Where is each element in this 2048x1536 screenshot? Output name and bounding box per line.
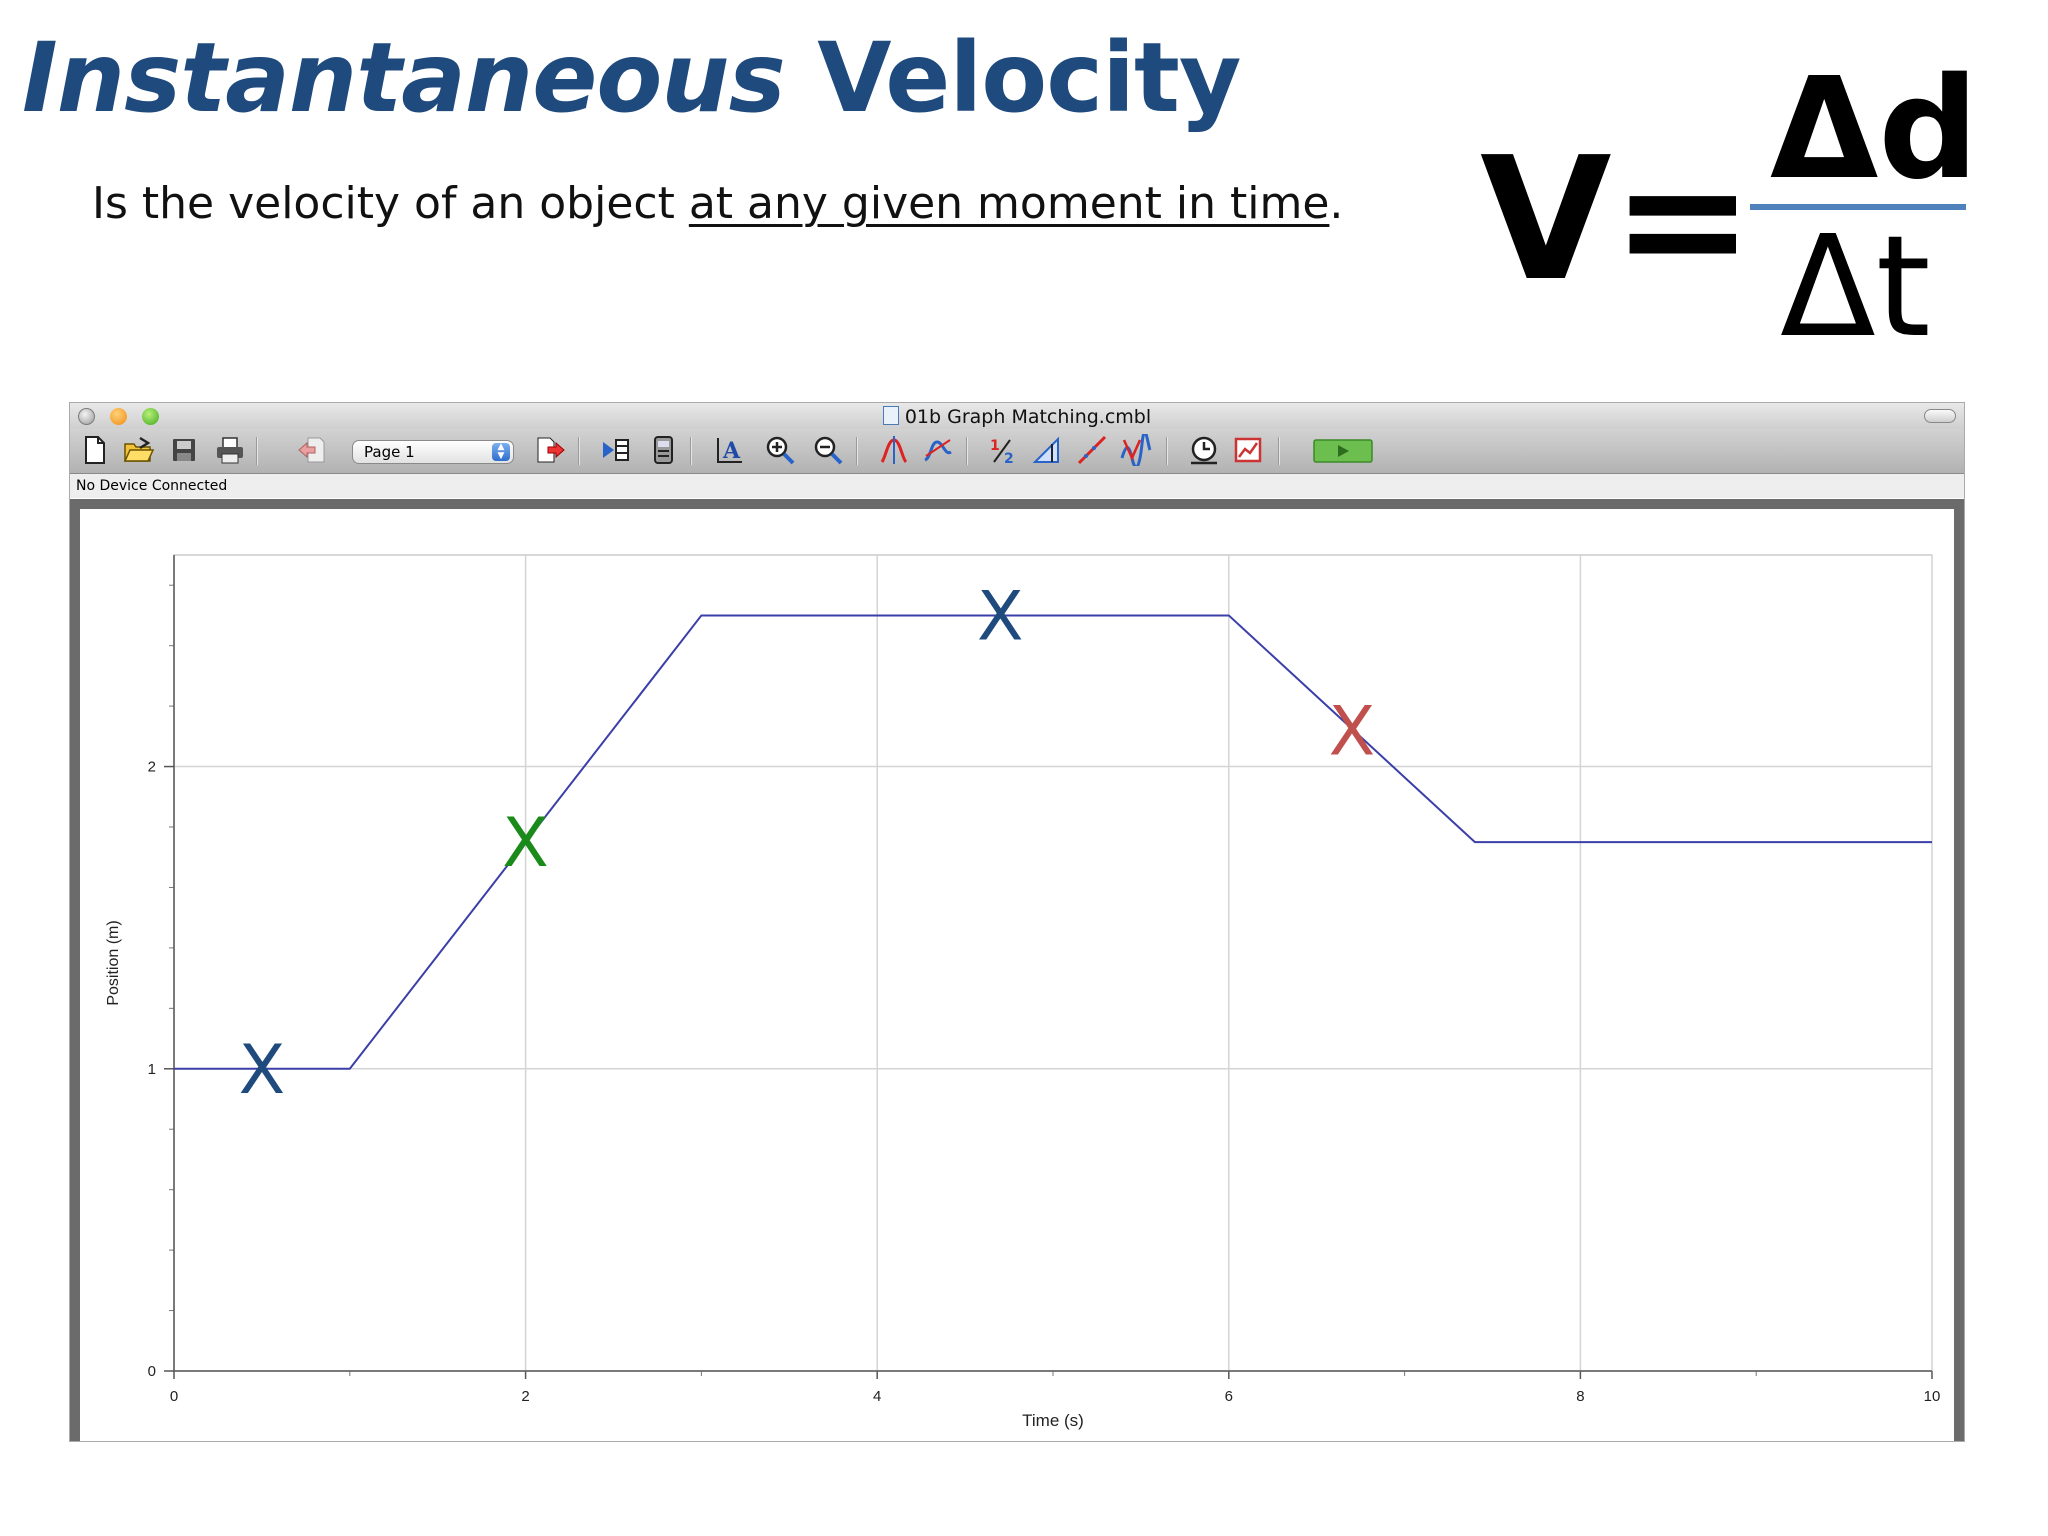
calculator-icon[interactable] [648,434,680,466]
page-select-value: Page 1 [364,443,415,461]
y-tick-label: 0 [148,1363,156,1380]
x-axis-label: Time (s) [1022,1411,1084,1430]
x-tick-label: 2 [521,1388,529,1405]
x-tick-label: 4 [873,1388,881,1405]
collect-button[interactable] [1312,434,1374,466]
page-stepper-icon: ▲ ▼ [492,443,510,461]
toolbar-separator [690,437,692,465]
examine-icon[interactable] [878,434,910,466]
formula-numerator: Δd [1770,48,1979,211]
x-marker: X [502,804,549,883]
logger-pro-window: 01b Graph Matching.cmbl Page 1 ▲ ▼ [70,403,1964,1441]
print-icon[interactable] [214,434,246,466]
previous-page-icon[interactable] [296,434,328,466]
document-title: 01b Graph Matching.cmbl [70,406,1964,428]
subtitle-end: . [1329,178,1344,229]
plot-border [173,554,1933,1372]
y-tick-label: 1 [148,1061,156,1078]
x-tick-label: 0 [170,1388,178,1405]
zoom-in-icon[interactable] [764,434,796,466]
toolbar-separator [1166,437,1168,465]
formula-denominator: Δt [1780,206,1931,369]
svg-text:1: 1 [990,438,1000,454]
open-folder-icon[interactable] [122,434,154,466]
page-select[interactable]: Page 1 ▲ ▼ [352,440,514,464]
close-window-button[interactable] [78,408,95,425]
autoscale-icon[interactable]: A [714,434,746,466]
file-icon [882,406,899,425]
x-tick-label: 6 [1225,1388,1233,1405]
x-marker: X [977,577,1024,656]
linear-fit-icon[interactable] [1076,434,1108,466]
slide-subtitle: Is the velocity of an object at any give… [92,178,1343,229]
slide-title-part1: Instantaneous [22,22,786,134]
subtitle-text: Is the velocity of an object [92,178,689,229]
slide-title-part2: Velocity [817,22,1241,134]
graph-area: 0 2 4 6 8 10 0 1 2 Time (s) Position (m) X X X X [80,509,1954,1441]
formula-fraction-bar [1750,204,1966,210]
graph-frame: 0 2 4 6 8 10 0 1 2 Time (s) Position (m) X X X X [70,499,1964,1441]
zoom-window-button[interactable] [142,408,159,425]
toolbar-separator [256,437,258,465]
data-browser-icon[interactable] [600,434,632,466]
toolbar-separator [856,437,858,465]
device-status: No Device Connected [70,474,1964,498]
data-collection-icon[interactable] [1188,434,1220,466]
x-tick-label: 8 [1576,1388,1584,1405]
toolbar-separator [966,437,968,465]
x-tick-label: 10 [1924,1388,1941,1405]
next-page-icon[interactable] [534,434,566,466]
x-marker: X [239,1031,286,1110]
position-time-graph[interactable]: 0 2 4 6 8 10 0 1 2 Time (s) Position (m) X X X X [80,509,1954,1441]
new-document-icon[interactable] [78,434,110,466]
toolbar-separator [1278,437,1280,465]
save-icon[interactable] [168,434,200,466]
y-tick-label: 2 [148,759,156,776]
svg-text:A: A [722,438,741,464]
data-series-line [174,614,1932,1070]
minimize-window-button[interactable] [110,408,127,425]
slide-title: Instantaneous Velocity [22,22,1242,134]
window-titlebar: 01b Graph Matching.cmbl [70,403,1964,429]
formula-lhs: V= [1480,121,1755,319]
x-marker: X [1329,692,1376,771]
tangent-icon[interactable] [922,434,954,466]
document-title-text: 01b Graph Matching.cmbl [904,406,1152,428]
toolbar-separator [578,437,580,465]
graph-options-icon[interactable] [1232,434,1264,466]
toolbar-toggle-button[interactable] [1924,409,1956,423]
velocity-formula: V= Δd Δt [1480,48,2020,358]
svg-text:2: 2 [1004,451,1014,466]
subtitle-underlined-text: at any given moment in time [688,178,1330,229]
curve-fit-icon[interactable] [1120,434,1152,466]
y-axis-label: Position (m) [105,920,122,1005]
stats-icon[interactable] [1032,434,1064,466]
zoom-out-icon[interactable] [812,434,844,466]
